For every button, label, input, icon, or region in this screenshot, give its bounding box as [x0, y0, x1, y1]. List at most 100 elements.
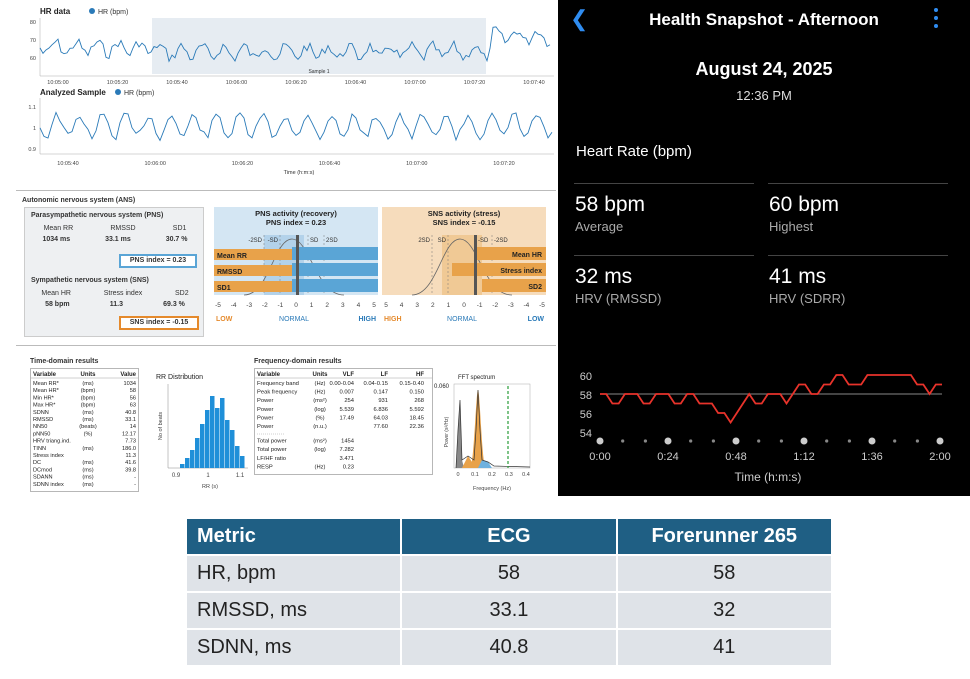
td-cell: Max HR*	[33, 403, 56, 409]
column-header: Metric	[184, 517, 403, 556]
td-cell: DC	[33, 460, 41, 466]
fd-cell: (Hz)	[315, 464, 326, 470]
hr-trace	[600, 374, 942, 425]
td-cell: -	[134, 475, 136, 481]
table-cell: HR, bpm	[184, 554, 403, 593]
y-tick-label: 70	[30, 38, 36, 44]
analyzed-chart-title: Analyzed Sample	[40, 88, 106, 97]
fd-cell: 0.04-0.15	[364, 381, 389, 387]
sns-low: LOW	[528, 316, 545, 323]
x-tick-label: 0.3	[505, 472, 513, 478]
sns-header: Stress index	[103, 290, 143, 297]
column-header: ECG	[400, 517, 618, 556]
pns-bar-blue	[292, 247, 378, 260]
sd-label: -SD	[268, 238, 279, 244]
pns-title: Parasympathetic nervous system (PNS)	[31, 212, 164, 219]
sns-bar	[477, 247, 546, 260]
sample-region[interactable]	[152, 18, 486, 74]
histogram-bar	[190, 450, 195, 468]
phone-chart-xlabel: Time (h:m:s)	[735, 470, 802, 484]
stat-label: Highest	[769, 219, 814, 234]
sns-activity-index: SNS index = -0.15	[433, 218, 496, 227]
sns-activity-title: SNS activity (stress)	[428, 209, 501, 218]
td-cell: (ms)	[82, 417, 93, 423]
x-tick-label: 0:00	[589, 451, 610, 463]
hf-area	[478, 460, 492, 468]
x-tick-label: 10:06:00	[226, 80, 247, 86]
sns-value: 69.3 %	[163, 301, 185, 308]
td-cell: (ms)	[82, 410, 93, 416]
fd-cell: 6.836	[373, 407, 388, 413]
analyzed-sample-chart: Analyzed Sample HR (bpm) 1.1 1 0.9 10:05:4…	[28, 88, 554, 176]
scale-tick: -4	[524, 302, 530, 309]
x-tick-dot	[664, 437, 672, 445]
td-cell: Mean RR*	[33, 381, 60, 387]
analyzed-series-line	[39, 111, 553, 142]
scale-tick: -4	[231, 302, 237, 309]
scale-tick: -1	[278, 302, 284, 309]
fd-cell: Total power	[257, 447, 287, 453]
td-cell: 1034	[124, 381, 136, 387]
column-header: Forerunner 265	[615, 517, 834, 556]
sns-marker	[474, 235, 477, 295]
td-cell: (ms)	[82, 460, 93, 466]
td-cell: (bpm)	[81, 395, 96, 401]
pns-bar-label: Mean RR	[217, 253, 247, 260]
back-chevron-icon[interactable]: ❮	[570, 6, 589, 31]
sns-bar-label: Mean HR	[512, 252, 542, 259]
stat-label: HRV (RMSSD)	[575, 291, 662, 306]
y-tick-label: 58	[580, 390, 592, 402]
td-cell: TINN	[33, 446, 46, 452]
x-tick-dot	[596, 437, 604, 445]
heart-rate-chart: 60 58 56 54 0:00 0:24 0:48 1:12 1:36 2:00 Time (…	[580, 371, 951, 484]
hr-chart-legend: HR (bpm)	[98, 9, 128, 16]
fd-cell: 268	[414, 398, 424, 404]
table-cell: SDNN, ms	[184, 628, 403, 667]
x-minor-dot	[711, 439, 715, 443]
scale-tick: -2	[492, 302, 498, 309]
td-cell: pNN50	[33, 431, 50, 437]
td-cell: 186.0	[122, 446, 136, 452]
hr-series-line	[39, 26, 551, 63]
fd-cell: (Hz)	[315, 390, 326, 396]
histogram-bar	[200, 424, 205, 468]
td-cell: (ms)	[82, 446, 93, 452]
fd-cell: 18.45	[409, 415, 424, 421]
pns-bar-blue	[292, 263, 378, 276]
freq-domain-title: Frequency-domain results	[254, 358, 342, 365]
table-cell: 58	[615, 554, 834, 593]
x-tick-label: 10:05:40	[57, 161, 78, 167]
fd-cell: 5.592	[409, 407, 424, 413]
x-tick-label: 10:06:40	[345, 80, 366, 86]
sns-value: 11.3	[109, 301, 123, 308]
pns-values: 1034 ms 33.1 ms 30.7 %	[25, 236, 205, 243]
x-tick-label: 10:07:00	[404, 80, 425, 86]
x-tick-label: 2:00	[929, 451, 950, 463]
fd-cell: Total power	[257, 439, 287, 445]
hr-legend-marker	[89, 8, 95, 14]
fd-header: VLF	[343, 372, 355, 378]
x-minor-dot	[643, 439, 647, 443]
td-cell: 12.17	[122, 431, 136, 437]
td-cell: HRV triang.ind.	[33, 439, 71, 445]
divider	[16, 345, 556, 346]
sns-bar	[482, 279, 546, 292]
fd-cell: 1454	[341, 439, 355, 445]
x-tick-dot	[732, 437, 740, 445]
fd-cell: 17.49	[339, 415, 354, 421]
table-cell: 58	[400, 554, 618, 593]
td-header: Variable	[33, 372, 57, 378]
fd-cell: Power	[257, 415, 274, 421]
time-domain-table: Variable Units Value Mean RR* (ms) 1034 Mean H…	[30, 368, 139, 492]
pns-header: RMSSD	[110, 225, 136, 232]
y-tick-label: 1	[33, 126, 36, 132]
stat-highest: 60 bpm Highest	[769, 193, 839, 234]
x-tick-label: 0:24	[657, 451, 678, 463]
table-cell: RMSSD, ms	[184, 591, 403, 630]
more-options-icon[interactable]	[934, 8, 940, 28]
td-cell: 58	[130, 388, 136, 394]
sns-value: 58 bpm	[45, 301, 70, 308]
sns-bar-label: Stress index	[500, 268, 542, 275]
td-cell: Min HR*	[33, 395, 55, 401]
td-cell: (bpm)	[81, 388, 96, 394]
